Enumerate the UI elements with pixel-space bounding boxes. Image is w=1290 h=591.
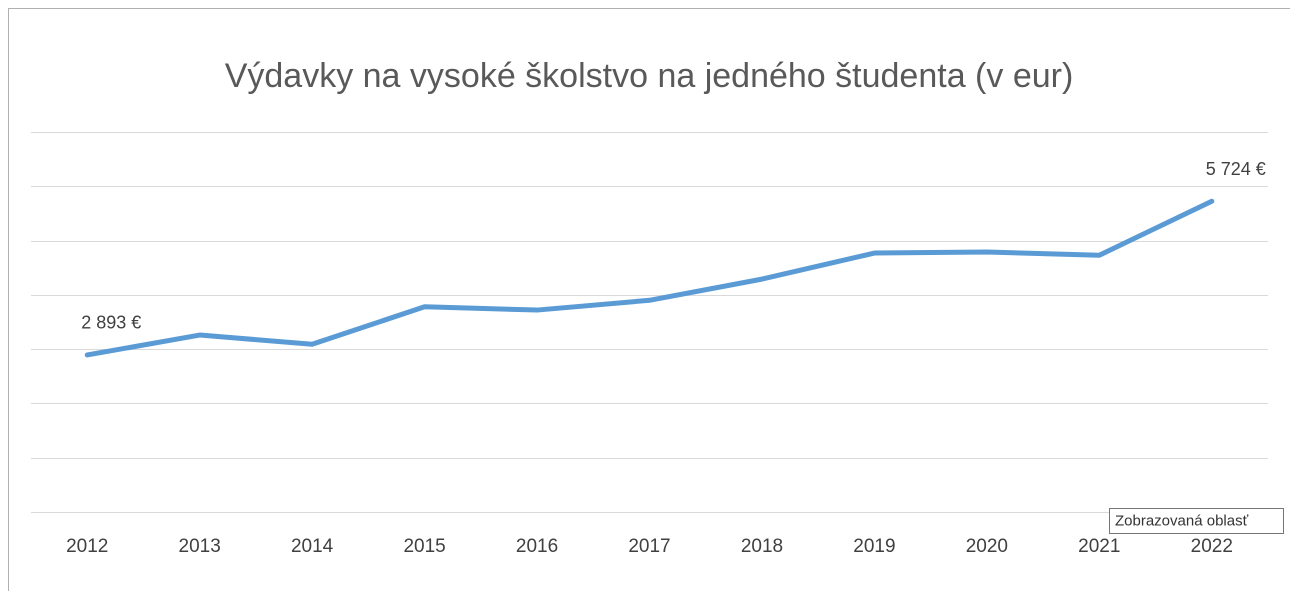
x-tick-label: 2019: [853, 536, 895, 557]
data-label: 5 724 €: [1206, 159, 1266, 179]
x-tick-label: 2014: [291, 536, 334, 557]
x-tick-label: 2015: [403, 536, 445, 557]
x-tick-label: 2018: [741, 536, 783, 557]
x-tick-label: 2012: [66, 536, 108, 557]
chart-title: Výdavky na vysoké školstvo na jedného št…: [225, 57, 1074, 95]
x-tick-label: 2022: [1191, 536, 1233, 557]
x-tick-label: 2021: [1078, 536, 1120, 557]
x-tick-label: 2017: [628, 536, 670, 557]
line: [84, 198, 1215, 358]
tooltip-box: [1109, 508, 1284, 534]
x-tick-label: 2020: [966, 536, 1008, 557]
x-tick-label: 2013: [179, 536, 221, 557]
x-tick-label: 2016: [516, 536, 558, 557]
data-label: 2 893 €: [81, 313, 141, 333]
tooltip: Zobrazovaná oblasť: [1115, 512, 1249, 529]
